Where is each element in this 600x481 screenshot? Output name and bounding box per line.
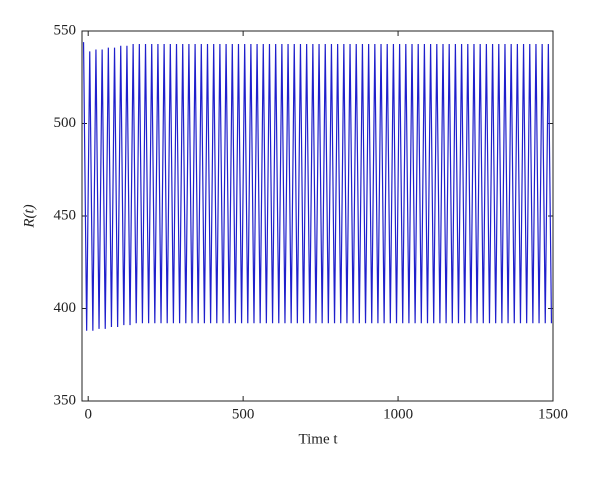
data-line <box>82 42 553 331</box>
x-tick-label: 500 <box>232 406 255 422</box>
x-tick-label: 1000 <box>383 406 413 422</box>
y-axis-label: R(t) <box>21 204 37 228</box>
x-tick-label: 1500 <box>538 406 568 422</box>
x-tick-label: 0 <box>84 406 92 422</box>
y-tick-label: 350 <box>54 392 77 408</box>
y-tick-label: 450 <box>54 207 77 223</box>
y-tick-label: 550 <box>54 22 77 38</box>
y-tick-label: 400 <box>54 300 77 316</box>
y-tick-label: 500 <box>54 115 77 131</box>
x-axis-label: Time t <box>298 431 338 447</box>
